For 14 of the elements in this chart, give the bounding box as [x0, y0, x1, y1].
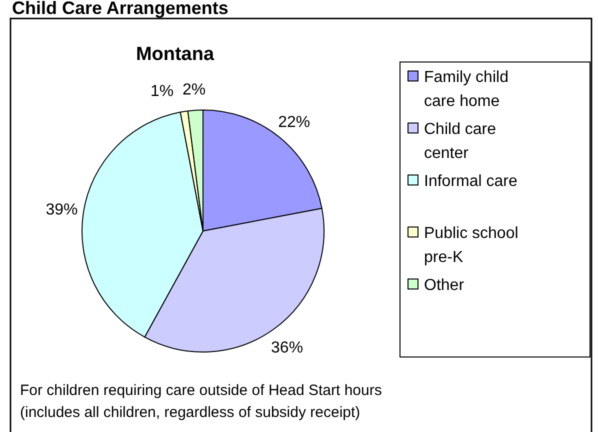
- data-label: 39%: [46, 202, 78, 219]
- legend-label: Informal care: [424, 173, 518, 190]
- legend-label: Public school pre-K: [424, 225, 518, 266]
- legend-label: Family child care home: [424, 69, 508, 110]
- data-label: 22%: [278, 114, 310, 131]
- chart-title: Child Care Arrangements: [12, 0, 228, 18]
- data-label: 1%: [150, 82, 174, 100]
- legend-label: Child care center: [424, 121, 496, 162]
- legend-label: Other: [424, 277, 465, 294]
- data-label: 2%: [182, 81, 206, 98]
- text: For children requiring care outside of Head Start hours: [20, 382, 382, 399]
- data-label: 36%: [271, 340, 304, 357]
- text: (includes all children, regardless of subsidy receipt): [20, 404, 360, 421]
- chart-subtitle: Montana: [136, 44, 214, 65]
